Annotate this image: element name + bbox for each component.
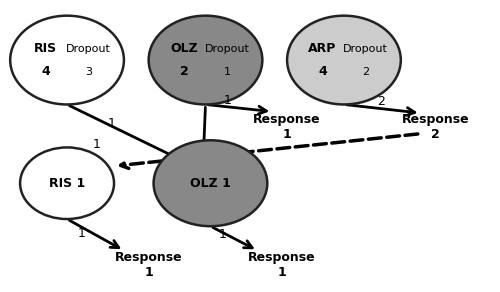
- Text: Dropout: Dropout: [343, 44, 388, 54]
- Text: Dropout: Dropout: [204, 44, 250, 54]
- Text: 1: 1: [93, 138, 100, 151]
- Text: 4: 4: [41, 65, 50, 78]
- Ellipse shape: [148, 16, 262, 105]
- Text: 2: 2: [180, 65, 188, 78]
- Text: 2: 2: [377, 95, 385, 108]
- Text: 1: 1: [108, 117, 116, 130]
- Text: 1: 1: [224, 94, 232, 107]
- Text: 1: 1: [219, 228, 226, 241]
- Ellipse shape: [10, 16, 124, 105]
- Text: 1: 1: [78, 227, 86, 240]
- Text: Response
1: Response 1: [254, 113, 321, 141]
- Text: Response
1: Response 1: [115, 251, 182, 279]
- Text: OLZ: OLZ: [170, 42, 198, 55]
- Text: RIS 1: RIS 1: [49, 177, 85, 190]
- Text: 1: 1: [224, 67, 230, 77]
- Text: RIS: RIS: [34, 42, 57, 55]
- Text: ARP: ARP: [308, 42, 336, 55]
- Ellipse shape: [20, 147, 114, 219]
- Ellipse shape: [154, 140, 268, 226]
- Ellipse shape: [287, 16, 401, 105]
- Text: 4: 4: [318, 65, 326, 78]
- Text: 2: 2: [362, 67, 369, 77]
- Text: 3: 3: [85, 67, 92, 77]
- Text: Dropout: Dropout: [66, 44, 111, 54]
- Text: OLZ 1: OLZ 1: [190, 177, 231, 190]
- Text: Response
1: Response 1: [248, 251, 316, 279]
- Text: Response
2: Response 2: [402, 113, 469, 141]
